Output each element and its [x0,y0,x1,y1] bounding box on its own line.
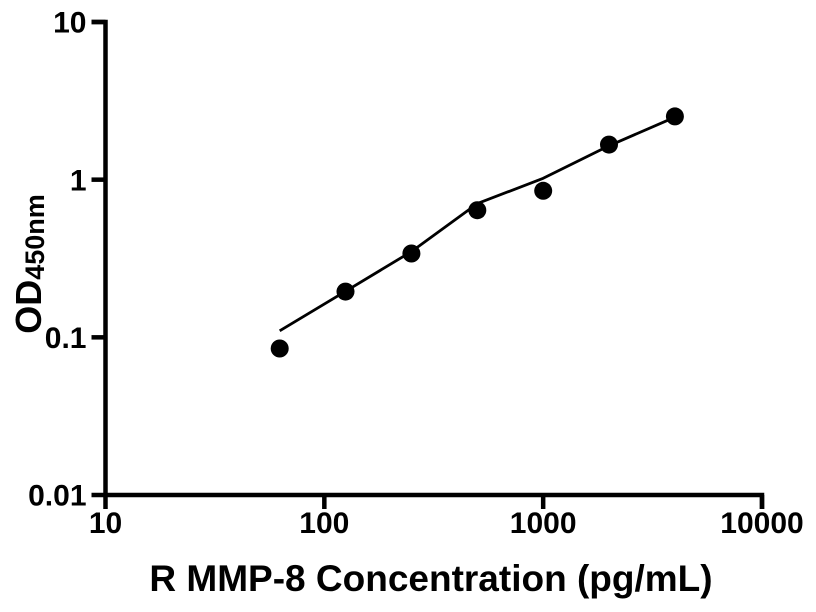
data-point [534,181,553,200]
data-point [270,339,289,358]
y-tick-label: 1 [70,164,87,197]
data-point [336,282,355,301]
y-tick-label: 0.1 [45,322,87,355]
data-point [468,201,487,220]
x-axis-title: R MMP-8 Concentration (pg/mL) [149,558,713,599]
x-tick-label: 1000 [510,507,577,540]
x-tick-label: 10 [89,507,122,540]
x-tick-label: 100 [299,507,349,540]
y-axis-title-main: OD [8,279,49,334]
y-axis-title: OD450nm [6,179,52,349]
data-point [665,107,684,126]
data-point [600,135,618,154]
axis-frame [91,19,765,509]
x-tick-label: 10000 [720,507,803,540]
y-axis-title-subscript: 450nm [20,194,50,280]
data-point [402,244,421,263]
y-tick-label: 10 [53,7,86,40]
y-tick-label: 0.01 [28,480,86,513]
